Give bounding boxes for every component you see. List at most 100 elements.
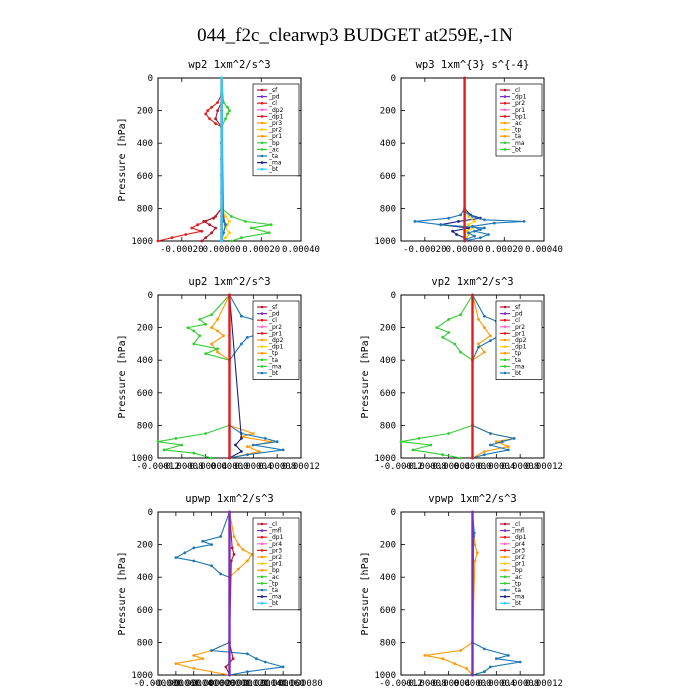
- series-line-dp2: [400, 294, 474, 459]
- x-tick-label: 0.00000: [211, 462, 249, 472]
- legend-label: _bt: [511, 146, 522, 153]
- legend-marker: [503, 555, 507, 559]
- legend-label: _pr1: [511, 561, 525, 568]
- y-axis-label: Pressure [hPa]: [117, 551, 128, 635]
- legend-label: _ta: [511, 133, 521, 140]
- legend-label: _bt: [268, 600, 279, 607]
- x-tick-label: 0.000000: [208, 679, 251, 689]
- x-tick-label: -0.00020: [160, 245, 203, 255]
- series-point: [471, 510, 474, 514]
- legend-marker: [260, 575, 264, 579]
- series-point: [483, 450, 486, 453]
- x-tick-label: -0.00012: [136, 462, 179, 472]
- series-point: [232, 535, 236, 538]
- series-point: [234, 443, 237, 447]
- series-point: [429, 443, 433, 447]
- series-point: [183, 551, 187, 555]
- series-point: [200, 229, 204, 233]
- series-point: [254, 657, 258, 661]
- series-point: [240, 450, 243, 453]
- series-point: [224, 665, 228, 669]
- series-point: [463, 76, 466, 80]
- legend-label: _sf: [268, 87, 278, 94]
- legend-label: _pr2: [511, 324, 525, 331]
- series-point: [212, 216, 216, 220]
- y-tick-label: 1000: [374, 454, 396, 464]
- x-tick-label: -0.000060: [151, 679, 200, 689]
- series-point: [192, 342, 196, 346]
- series-point: [483, 218, 486, 222]
- series-point: [204, 236, 208, 240]
- panel-title: vpwp 1xm^2/s^3: [428, 493, 517, 505]
- series-point: [455, 233, 458, 236]
- legend-marker: [260, 522, 264, 526]
- y-tick-label: 600: [137, 172, 153, 182]
- series-point: [417, 437, 421, 440]
- legend-label: _dp1: [268, 344, 284, 351]
- legend-marker: [260, 542, 264, 546]
- y-tick-label: 200: [380, 107, 396, 117]
- legend-marker: [260, 318, 264, 322]
- x-tick-label: -0.00020: [403, 245, 446, 255]
- legend-label: _ac: [511, 120, 522, 127]
- legend-marker: [503, 575, 507, 579]
- legend-marker: [503, 358, 507, 362]
- x-tick-label: 0.000060: [261, 679, 304, 689]
- series-point: [156, 239, 160, 243]
- legend-marker: [260, 351, 264, 355]
- x-tick-label: 0.00020: [242, 245, 280, 255]
- y-tick-label: 0: [391, 74, 396, 84]
- series-point: [411, 448, 415, 452]
- y-tick-label: 0: [148, 291, 153, 301]
- series-point: [198, 318, 202, 321]
- series-point: [457, 220, 460, 223]
- series-point: [230, 239, 233, 243]
- series-point: [246, 652, 249, 656]
- y-tick-label: 800: [137, 421, 153, 431]
- legend-label: _cl: [511, 87, 520, 94]
- series-point: [200, 239, 204, 243]
- series-point: [435, 326, 439, 329]
- series-point: [192, 451, 196, 455]
- series-point: [214, 117, 218, 121]
- series-point: [399, 440, 403, 444]
- legend-label: _tp: [511, 127, 521, 134]
- legend-label: _ma: [511, 140, 525, 147]
- legend-label: _dp1: [511, 94, 527, 101]
- legend-label: _pr2: [268, 554, 282, 561]
- series-point: [170, 236, 174, 240]
- series-point: [214, 226, 218, 230]
- series-point: [463, 239, 466, 243]
- series-point: [228, 109, 231, 112]
- legend-label: _bt: [268, 166, 279, 173]
- legend-label: _bt: [511, 600, 522, 607]
- series-point: [216, 109, 220, 112]
- x-tick-label: 0.00008: [501, 462, 539, 472]
- legend-marker: [260, 601, 264, 605]
- series-point: [483, 453, 486, 457]
- series-point: [473, 559, 477, 563]
- series-point: [459, 350, 462, 354]
- series-line-tp: [414, 78, 491, 242]
- legend-label: _ma: [511, 594, 525, 601]
- series-point: [228, 673, 231, 677]
- series-point: [204, 322, 208, 326]
- y-tick-label: 400: [137, 356, 153, 366]
- legend-label: _pr1: [511, 107, 525, 114]
- x-tick-label: 0.00000: [203, 245, 241, 255]
- series-point: [441, 336, 445, 339]
- series-point: [210, 342, 214, 346]
- y-axis-label: Pressure [hPa]: [117, 117, 128, 201]
- series-point: [506, 448, 510, 452]
- series-point: [208, 117, 212, 121]
- y-tick-label: 0: [148, 508, 153, 518]
- x-tick-label: -0.00004: [427, 679, 470, 689]
- legend-marker: [260, 95, 264, 98]
- legend-label: _mfl: [511, 528, 525, 535]
- legend-marker: [260, 562, 264, 565]
- legend-label: _dp2: [268, 107, 284, 114]
- legend-label: _sf: [511, 304, 521, 311]
- legend-marker: [260, 141, 264, 145]
- legend-marker: [503, 325, 507, 329]
- series-point: [263, 437, 267, 440]
